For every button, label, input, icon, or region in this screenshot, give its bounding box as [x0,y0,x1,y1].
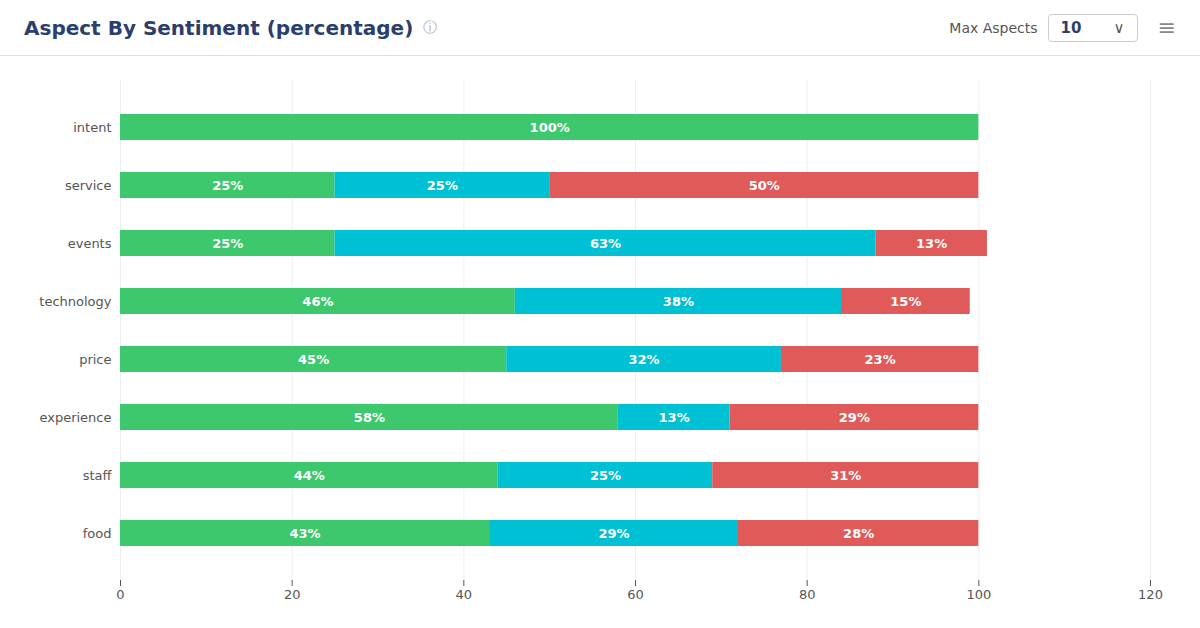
svg-text:120: 120 [1138,587,1163,602]
svg-text:29%: 29% [839,410,870,425]
svg-text:service: service [65,178,112,193]
svg-text:29%: 29% [598,526,629,541]
svg-text:25%: 25% [590,468,621,483]
svg-text:0: 0 [116,587,124,602]
svg-text:31%: 31% [830,468,861,483]
svg-text:technology: technology [39,294,111,309]
svg-text:32%: 32% [629,352,660,367]
svg-text:38%: 38% [663,294,694,309]
svg-text:45%: 45% [298,352,329,367]
svg-text:events: events [68,236,112,251]
svg-text:staff: staff [83,468,113,483]
svg-text:intent: intent [73,120,111,135]
svg-text:60: 60 [627,587,644,602]
svg-text:15%: 15% [890,294,921,309]
svg-text:100: 100 [966,587,991,602]
svg-text:28%: 28% [843,526,874,541]
svg-text:13%: 13% [659,410,690,425]
svg-text:25%: 25% [212,178,243,193]
svg-text:80: 80 [799,587,816,602]
svg-text:experience: experience [39,410,111,425]
svg-text:13%: 13% [916,236,947,251]
svg-text:25%: 25% [212,236,243,251]
html-text:10: 10 [1060,18,1082,37]
svg-text:20: 20 [284,587,301,602]
svg-text:46%: 46% [302,294,333,309]
svg-text:44%: 44% [294,468,325,483]
svg-text:50%: 50% [749,178,780,193]
svg-text:23%: 23% [865,352,896,367]
svg-text:43%: 43% [289,526,320,541]
html-text:Max Aspects: Max Aspects [949,19,1038,36]
svg-text:price: price [79,352,111,367]
svg-text:63%: 63% [590,236,621,251]
svg-text:40: 40 [456,587,473,602]
svg-text:food: food [83,526,112,541]
html-text:Aspect By Sentiment (percentag: Aspect By Sentiment (percentage) [24,15,414,40]
svg-text:25%: 25% [427,178,458,193]
svg-text:100%: 100% [530,120,570,135]
svg-text:58%: 58% [354,410,385,425]
